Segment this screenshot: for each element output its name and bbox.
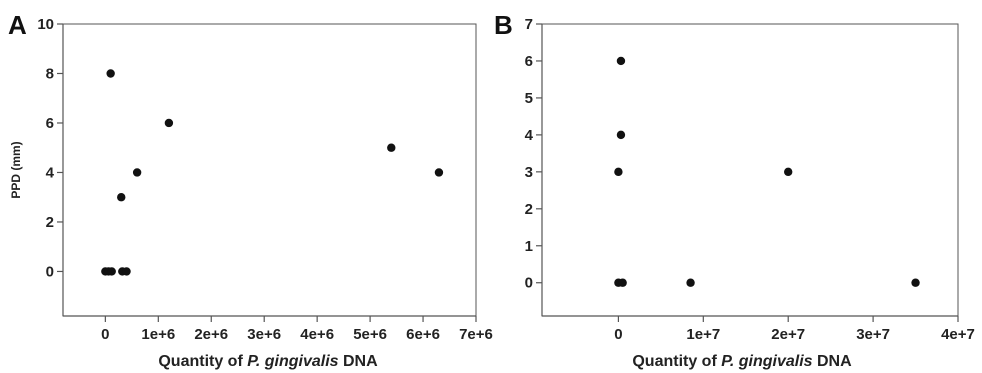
panel-b-data-point	[911, 278, 920, 287]
panel-a-data-point	[434, 168, 444, 177]
panel-a-y-tick-label: 6	[46, 115, 54, 132]
panel-a-x-tick-label: 6e+6	[406, 326, 440, 343]
panel-b-x-axis-label: Quantity of P. gingivalis DNA	[632, 353, 852, 370]
panel-a-y-tick-label: 10	[37, 16, 54, 33]
panel-a-x-tick-label: 7e+6	[459, 326, 493, 343]
panel-b-plot-frame	[541, 23, 959, 317]
panel-a-x-tick-label: 4e+6	[300, 326, 334, 343]
panel-b-x-tick-label: 4e+7	[941, 326, 975, 343]
panel-a-x-tick-label: 1e+6	[141, 326, 175, 343]
panel-b-y-tick-label: 6	[525, 53, 533, 70]
panel-b-x-tick-label: 0	[614, 326, 622, 343]
panel-a-x-tick-label: 2e+6	[194, 326, 228, 343]
panel-a-x-axis-label: Quantity of P. gingivalis DNA	[158, 353, 378, 370]
panel-a-y-tick-label: 8	[46, 65, 54, 82]
panel-b-data-point	[686, 278, 695, 287]
panel-b-data-point	[616, 56, 626, 66]
panel-a-x-tick-label: 3e+6	[247, 326, 281, 343]
panel-a-data-point	[106, 69, 115, 78]
panel-b: B 0 1 2 3 4 5 6 7 0 1e+7 2e+7 3e+7 4e+7 Quantity of P.…	[494, 10, 975, 370]
panel-b-data-point	[784, 167, 793, 177]
panel-a-data-point	[387, 143, 396, 152]
panel-a-data-point	[164, 118, 174, 128]
panel-b-x-tick-label: 3e+7	[856, 326, 890, 343]
panel-a: A 0 2 4 6 8 10 0 1e+6 2e+6 3e+6 4e+6 5e+6 6e+6 7e+6 Qua…	[8, 10, 493, 370]
panel-a-y-axis-label: PPD (mm)	[9, 141, 23, 198]
panel-b-y-tick-label: 3	[525, 164, 533, 181]
panel-a-data-point	[117, 193, 126, 202]
panel-a-data-point	[107, 267, 116, 276]
panel-a-letter: A	[8, 10, 27, 40]
panel-b-letter: B	[494, 10, 513, 40]
panel-b-data-point	[618, 278, 627, 287]
panel-a-data-point	[122, 267, 131, 276]
panel-a-y-tick-label: 2	[46, 214, 54, 231]
panel-b-y-tick-label: 4	[525, 127, 534, 144]
panel-a-data-point	[132, 168, 142, 177]
panel-b-y-tick-label: 5	[525, 90, 533, 107]
panel-b-y-tick-label: 0	[525, 275, 533, 292]
panel-a-x-tick-label: 0	[101, 326, 109, 343]
panel-a-y-tick-label: 4	[46, 164, 55, 181]
panel-b-data-point	[614, 167, 623, 177]
panel-a-x-tick-label: 5e+6	[353, 326, 387, 343]
panel-b-y-tick-label: 1	[525, 238, 533, 255]
panel-b-x-tick-label: 1e+7	[686, 326, 720, 343]
panel-b-data-point	[616, 130, 626, 140]
panel-b-y-tick-label: 2	[525, 201, 533, 218]
panel-b-y-tick-label: 7	[525, 16, 533, 33]
panel-b-x-tick-label: 2e+7	[771, 326, 805, 343]
panel-a-y-tick-label: 0	[46, 263, 54, 280]
